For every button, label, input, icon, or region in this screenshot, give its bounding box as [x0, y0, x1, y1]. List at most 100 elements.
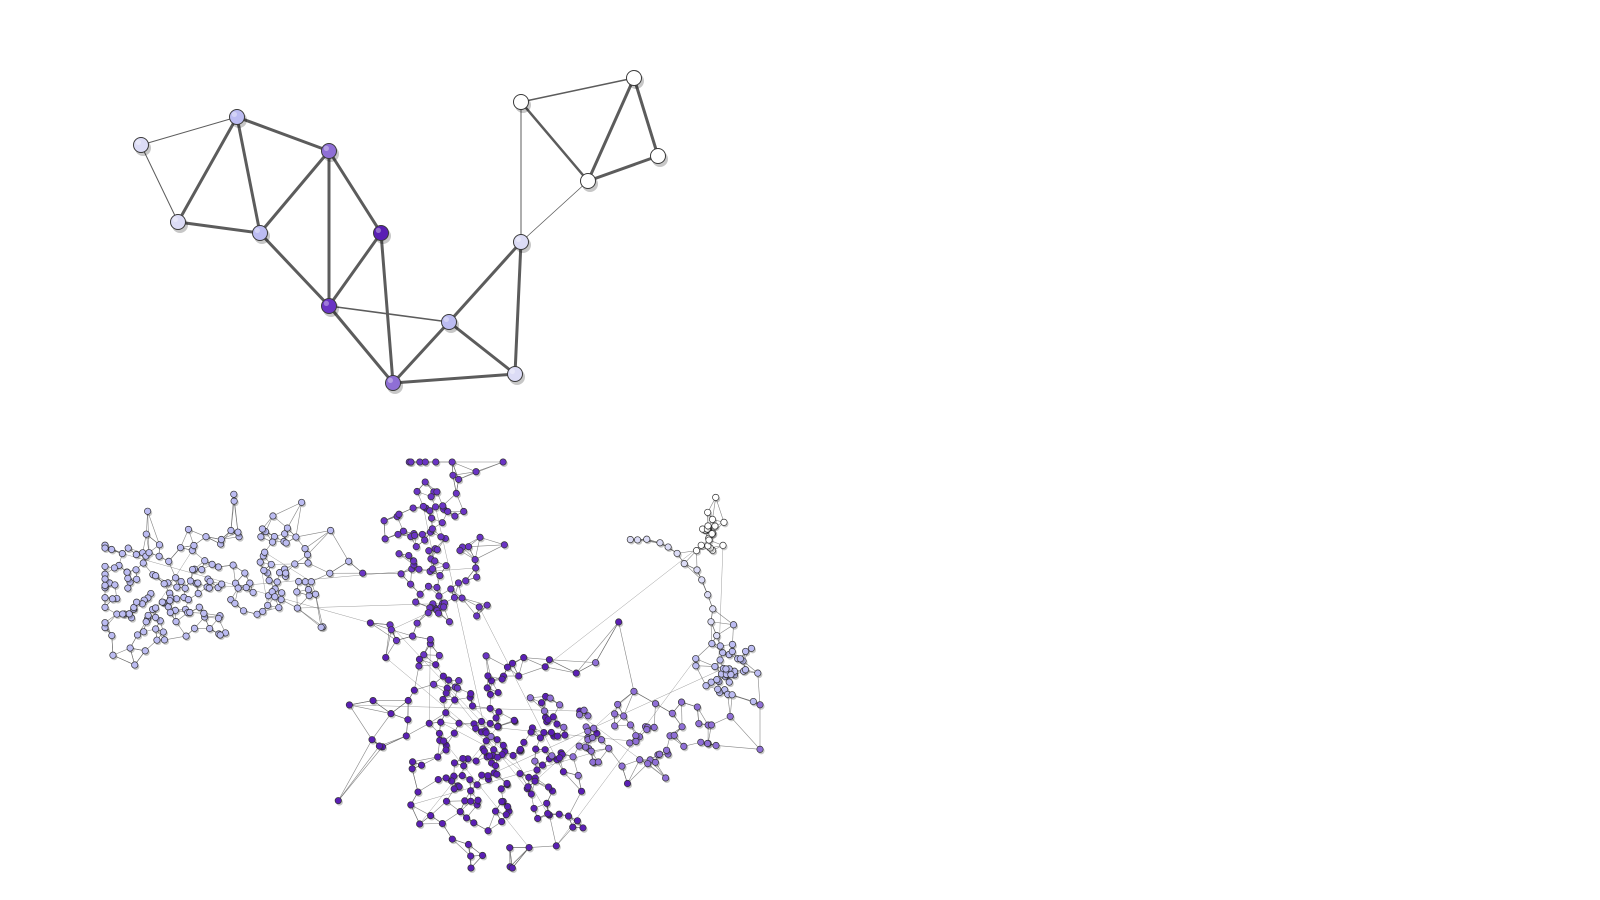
large-node [702, 682, 711, 691]
large-node [439, 672, 448, 682]
large-node [437, 718, 446, 728]
large-node [153, 636, 162, 646]
node-f [373, 225, 391, 244]
large-node [214, 614, 224, 624]
large-node [712, 493, 721, 503]
large-edge [487, 668, 724, 776]
large-node [407, 801, 416, 810]
large-node [728, 640, 738, 650]
large-node [293, 588, 302, 597]
large-node [132, 551, 141, 560]
large-node [464, 840, 474, 850]
large-node [200, 609, 209, 619]
large-node [438, 519, 447, 528]
large-node [605, 744, 614, 754]
large-node [417, 761, 427, 771]
large-node [564, 812, 574, 822]
large-node [387, 710, 396, 719]
large-edge [712, 497, 717, 520]
large-node [419, 502, 428, 512]
large-edge [442, 811, 461, 824]
large-node [572, 669, 581, 679]
small-graph-nodes [133, 70, 668, 394]
large-edge [523, 657, 550, 660]
large-edge [710, 621, 734, 626]
large-node [692, 655, 701, 664]
large-node [714, 685, 723, 695]
large-node [712, 741, 721, 751]
large-node [111, 581, 120, 590]
large-node [190, 541, 199, 551]
large-node [473, 573, 482, 583]
large-node [574, 771, 583, 781]
large-node [484, 672, 493, 681]
large-edge [715, 745, 761, 750]
large-node [450, 759, 460, 768]
large-node [705, 536, 714, 546]
large-edge [653, 703, 656, 728]
large-node [713, 632, 722, 641]
large-node [307, 578, 316, 587]
large-node [156, 617, 165, 626]
large-node [432, 661, 441, 670]
large-edge [729, 694, 733, 717]
large-node [467, 864, 476, 873]
large-node [464, 755, 473, 764]
large-edge [458, 461, 504, 480]
large-node [131, 661, 140, 670]
large-edge [349, 704, 392, 714]
large-node [477, 717, 487, 727]
large-node [580, 706, 589, 716]
large-node [440, 737, 449, 746]
large-node [577, 787, 587, 797]
large-node [139, 559, 148, 569]
large-node [101, 581, 110, 591]
large-node [407, 458, 416, 467]
large-edge [164, 635, 187, 641]
large-node [334, 797, 343, 806]
large-node [433, 488, 442, 497]
large-edge [307, 562, 330, 574]
large-node [722, 665, 731, 674]
large-node [271, 593, 280, 602]
large-node [442, 689, 451, 699]
large-node [421, 536, 430, 546]
large-node [540, 707, 550, 717]
large-node [708, 530, 717, 539]
large-node [230, 497, 239, 507]
large-node [454, 579, 464, 588]
large-node [130, 603, 139, 613]
large-node [504, 802, 513, 812]
large-node [144, 507, 153, 517]
node-m [626, 70, 644, 89]
large-node [534, 814, 543, 824]
large-node [643, 725, 652, 735]
large-node [258, 525, 267, 534]
large-node [476, 533, 485, 543]
large-node [368, 736, 377, 745]
large-node [217, 535, 226, 545]
large-node [261, 548, 270, 558]
large-node [442, 774, 451, 783]
large-edge [411, 768, 419, 793]
large-edge [349, 704, 373, 740]
large-edge [338, 745, 380, 801]
large-node [544, 783, 554, 793]
large-node [402, 732, 411, 741]
large-node [304, 586, 314, 595]
large-edge [474, 537, 481, 560]
large-node [713, 676, 722, 685]
edge-c-d [176, 220, 262, 235]
large-edge [372, 700, 392, 714]
large-edge [147, 511, 160, 545]
large-node [516, 745, 525, 755]
large-edge [684, 563, 702, 581]
large-node [516, 769, 525, 779]
large-edge [512, 847, 530, 869]
large-node [552, 842, 561, 851]
large-node [188, 565, 198, 575]
large-node [186, 577, 196, 586]
large-node [452, 489, 461, 499]
large-edge [627, 763, 648, 784]
large-node [416, 458, 425, 467]
